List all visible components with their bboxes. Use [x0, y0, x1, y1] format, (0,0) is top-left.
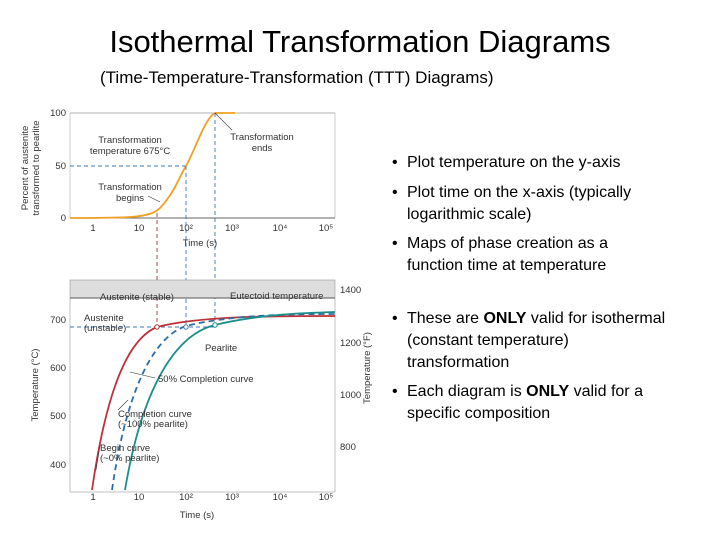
- label: temperature 675°C: [90, 146, 171, 157]
- bullet-dot: •: [392, 383, 398, 400]
- label: 1200: [340, 338, 361, 349]
- label: Plot temperature on the y-axis: [407, 154, 620, 171]
- label: 100: [50, 108, 66, 119]
- label: Transformation: [230, 132, 294, 143]
- complete-curve: [124, 311, 336, 491]
- label: (~100% pearlite): [118, 419, 188, 430]
- label: 1: [90, 223, 95, 234]
- label: ends: [252, 143, 273, 154]
- label: Austenite (stable): [100, 292, 174, 303]
- label: (~0% pearlite): [100, 453, 159, 464]
- label: Temperature (°F): [362, 332, 373, 404]
- bullet-dot: •: [392, 184, 398, 201]
- label: 10⁴: [273, 492, 288, 503]
- label: 10: [134, 492, 145, 503]
- label: 50% Completion curve: [158, 374, 254, 385]
- bullet-dot: •: [392, 154, 398, 171]
- figure: [69, 112, 336, 493]
- half-curve: [111, 313, 336, 491]
- bullet-line: Each diagram is ONLY valid for a: [407, 383, 643, 400]
- label: Percent of austenite: [20, 126, 31, 211]
- bullet-span: valid for isothermal: [526, 310, 665, 327]
- label: 10⁴: [273, 223, 288, 234]
- bullet-span: These are: [407, 310, 483, 327]
- label: transformed to pearlite: [31, 120, 42, 215]
- label: 50: [55, 161, 66, 172]
- bullet-span: ONLY: [483, 310, 526, 327]
- label: 10⁵: [319, 223, 334, 234]
- subtitle: (Time-Temperature-Transformation (TTT) D…: [100, 68, 494, 87]
- bullet-dot: •: [392, 235, 398, 252]
- label: 1000: [340, 390, 361, 401]
- label: logarithmic scale): [407, 206, 531, 223]
- label: begins: [116, 193, 144, 204]
- label: Begin curve: [100, 443, 150, 454]
- label: Plot time on the x-axis (typically: [407, 184, 631, 201]
- label: Transformation: [98, 182, 162, 193]
- label: 1: [90, 492, 95, 503]
- label: 10³: [225, 223, 239, 234]
- title: Isothermal Transformation Diagrams: [109, 24, 610, 59]
- label: 10²: [179, 492, 193, 503]
- label: Completion curve: [118, 409, 192, 420]
- label: function time at temperature: [407, 257, 606, 274]
- label: transformation: [407, 354, 509, 371]
- transform-curve: [69, 112, 235, 219]
- label: 600: [50, 363, 66, 374]
- bullet-dot: •: [392, 310, 398, 327]
- label: 10²: [179, 223, 193, 234]
- bullet-span: valid for a: [569, 383, 643, 400]
- label: 700: [50, 315, 66, 326]
- label: Austenite: [84, 313, 124, 324]
- bullet-span: ONLY: [526, 383, 569, 400]
- label: 800: [340, 442, 356, 453]
- label: Pearlite: [205, 343, 237, 354]
- label: Transformation: [98, 135, 162, 146]
- label: 400: [50, 460, 66, 471]
- label: 0: [61, 213, 66, 224]
- label: 10³: [225, 492, 239, 503]
- bullet-line: These are ONLY valid for isothermal: [407, 310, 665, 327]
- label: Time (s): [183, 238, 217, 249]
- bottom-frame: [69, 279, 336, 493]
- label: 10⁵: [319, 492, 334, 503]
- label: 500: [50, 411, 66, 422]
- label: specific composition: [407, 405, 550, 422]
- label: 1400: [340, 285, 361, 296]
- label: 10: [134, 223, 145, 234]
- label: Temperature (°C): [30, 349, 41, 422]
- label: (unstable): [84, 323, 126, 334]
- label: Time (s): [180, 510, 214, 521]
- bullet-span: Each diagram is: [407, 383, 526, 400]
- label: (constant temperature): [407, 332, 569, 349]
- label: Maps of phase creation as a: [407, 235, 608, 252]
- label: Eutectoid temperature: [230, 291, 323, 302]
